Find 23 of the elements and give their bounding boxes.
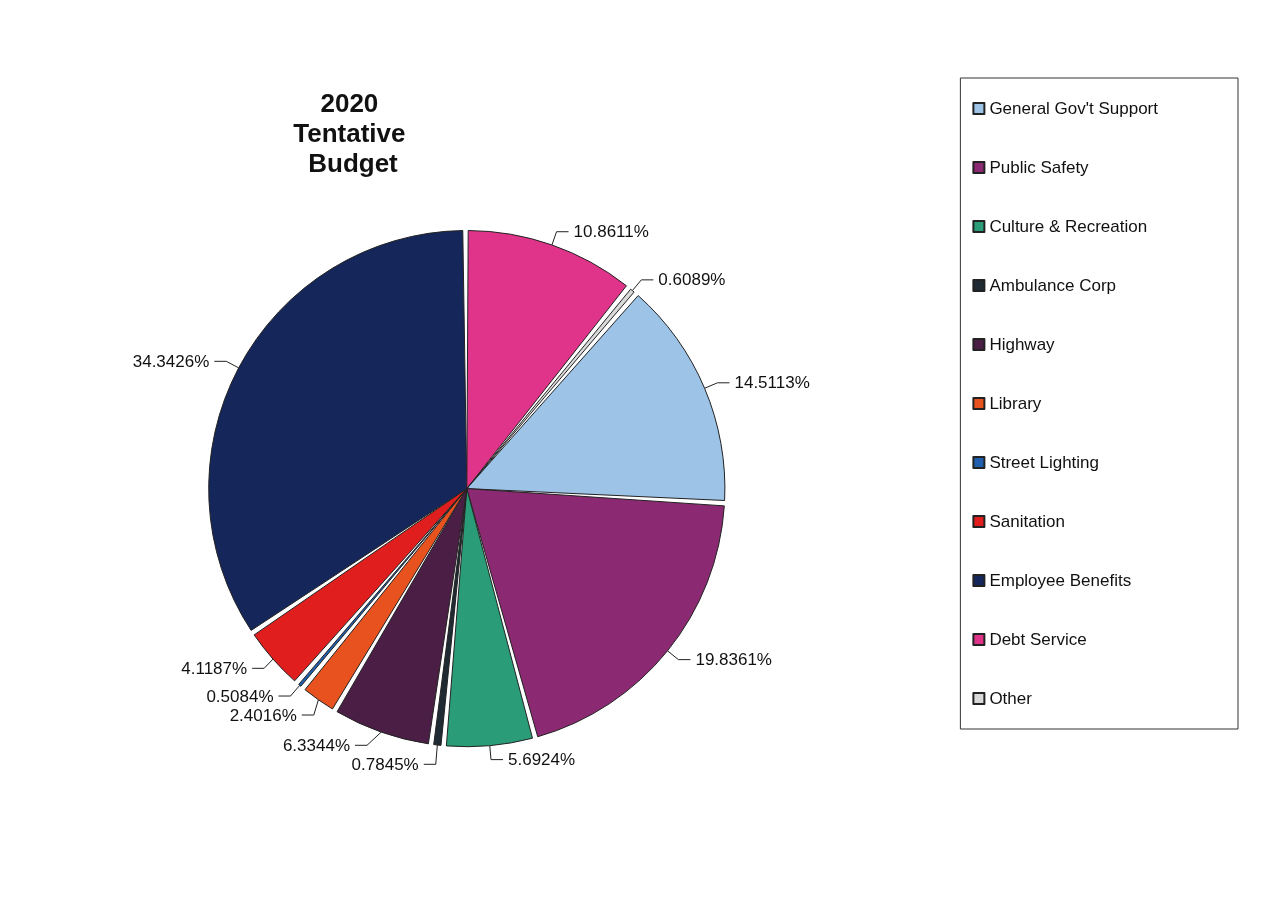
legend-label: Ambulance Corp <box>989 276 1117 295</box>
legend-label: Debt Service <box>989 630 1087 649</box>
legend-label: General Gov't Support <box>989 99 1159 118</box>
data-label: 0.6089% <box>658 270 726 290</box>
legend-label: Library <box>989 394 1042 413</box>
legend-label: Other <box>989 689 1033 708</box>
data-label: 19.8361% <box>695 650 772 670</box>
text: 2020 Tentative Budget <box>293 88 413 178</box>
data-label: 0.5084% <box>206 686 274 706</box>
data-label: 0.7845% <box>351 754 419 774</box>
data-label: 2.4016% <box>229 705 297 725</box>
legend-label: Street Lighting <box>989 453 1100 472</box>
legend-label: Highway <box>989 335 1056 354</box>
legend-label: Employee Benefits <box>989 571 1132 590</box>
data-label: 5.6924% <box>508 750 576 770</box>
data-label: 4.1187% <box>181 658 248 678</box>
legend-label: Public Safety <box>989 158 1090 177</box>
legend-label: Culture & Recreation <box>989 217 1148 236</box>
data-label: 14.5113% <box>734 373 810 393</box>
data-label: 34.3426% <box>132 351 210 371</box>
legend-label: Sanitation <box>989 512 1066 531</box>
data-label: 6.3344% <box>282 735 351 755</box>
data-label: 10.8611% <box>573 222 649 242</box>
